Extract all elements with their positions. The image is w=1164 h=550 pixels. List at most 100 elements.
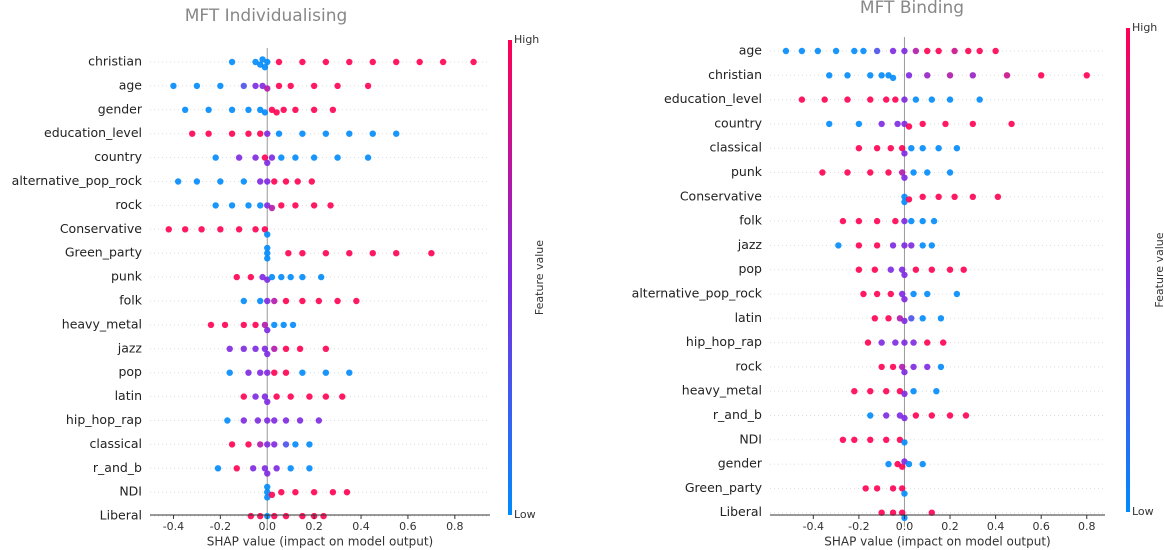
shap-point: [292, 441, 299, 448]
shap-point: [878, 509, 885, 516]
shap-point: [883, 388, 890, 395]
shap-point: [894, 120, 901, 128]
shap-point: [257, 512, 264, 520]
shap-point: [855, 120, 863, 128]
shap-point: [937, 363, 945, 371]
shap-point: [181, 226, 189, 233]
shap-point: [889, 509, 897, 516]
shap-point: [264, 350, 271, 358]
shap-point: [245, 369, 252, 376]
shap-point: [261, 321, 269, 329]
shap-point: [329, 489, 337, 496]
feature-label: Liberal: [720, 504, 762, 519]
shap-point: [296, 345, 304, 352]
shap-point: [268, 154, 276, 161]
shap-point: [839, 436, 847, 443]
shap-point: [901, 296, 908, 303]
shap-point: [264, 255, 271, 262]
shap-point: [264, 159, 271, 166]
shap-point: [883, 436, 890, 443]
shap-point: [245, 441, 252, 448]
shap-point: [308, 178, 315, 185]
feature-label: gender: [718, 456, 763, 471]
colorbar-label: Feature value: [533, 240, 546, 315]
shap-point: [924, 47, 931, 55]
colorbar-high: High: [1132, 21, 1157, 34]
shap-point: [346, 130, 353, 137]
shap-point: [889, 47, 897, 55]
shap-point: [322, 369, 330, 376]
shap-point: [257, 130, 264, 137]
shap-point: [245, 130, 252, 137]
shap-point: [240, 345, 247, 352]
shap-point: [273, 109, 280, 116]
shap-point: [919, 242, 926, 249]
shap-point: [883, 412, 890, 419]
shap-point: [867, 388, 874, 395]
shap-point: [798, 47, 806, 55]
shap-point: [264, 470, 271, 477]
shap-point: [320, 512, 327, 520]
shap-point: [910, 169, 917, 176]
shap-point: [898, 290, 906, 298]
shap-point: [271, 297, 278, 305]
shap-point: [928, 96, 936, 103]
x-axis-label: SHAP value (impact on model output): [207, 535, 434, 549]
shap-point: [322, 345, 330, 352]
shap-point: [268, 273, 276, 281]
shap-point: [327, 202, 334, 209]
shap-point: [252, 393, 259, 400]
shap-point: [969, 72, 977, 79]
shap-point: [264, 250, 271, 257]
shap-point: [844, 169, 851, 176]
x-tick-label: -0.4: [803, 520, 824, 533]
shap-point: [170, 82, 177, 90]
shap-point: [901, 317, 908, 325]
shap-point: [299, 250, 306, 257]
shap-point: [334, 82, 341, 90]
shap-point: [892, 217, 899, 225]
feature-label: pop: [738, 261, 762, 276]
shap-point: [252, 345, 259, 352]
feature-label: Green_party: [65, 245, 143, 260]
shap-point: [282, 512, 290, 520]
shap-point: [933, 388, 940, 395]
shap-point: [898, 485, 906, 492]
feature-label: hip_hop_rap: [686, 334, 762, 349]
shap-point: [910, 363, 917, 371]
shap-point: [257, 202, 264, 209]
shap-point: [264, 398, 271, 405]
feature-label: folk: [739, 213, 763, 228]
shap-point: [322, 58, 330, 66]
shap-point: [261, 109, 269, 116]
colorbar-label: Feature value: [1153, 232, 1164, 307]
shap-point: [264, 326, 271, 334]
shap-point: [953, 145, 961, 152]
shap-point: [867, 436, 874, 443]
shap-point: [924, 363, 931, 371]
feature-label: NDI: [119, 484, 142, 499]
shap-point: [901, 368, 908, 376]
shap-point: [855, 242, 863, 249]
shap-point: [939, 339, 947, 346]
shap-point: [992, 47, 999, 55]
shap-point: [207, 321, 215, 329]
shap-point: [292, 154, 299, 161]
shap-point: [369, 130, 376, 137]
shap-point: [1037, 72, 1045, 79]
shap-point: [905, 196, 913, 203]
shap-point: [280, 321, 287, 329]
shap-point: [268, 491, 276, 498]
shap-point: [264, 369, 271, 376]
shap-point: [873, 242, 881, 249]
shap-point: [278, 202, 285, 209]
shap-point: [257, 297, 264, 305]
shap-point: [282, 417, 290, 424]
shap-point: [862, 485, 869, 492]
shap-point: [247, 512, 255, 520]
shap-point: [871, 266, 879, 273]
shap-point: [252, 321, 259, 329]
shap-point: [259, 273, 266, 281]
shap-point: [919, 460, 926, 468]
